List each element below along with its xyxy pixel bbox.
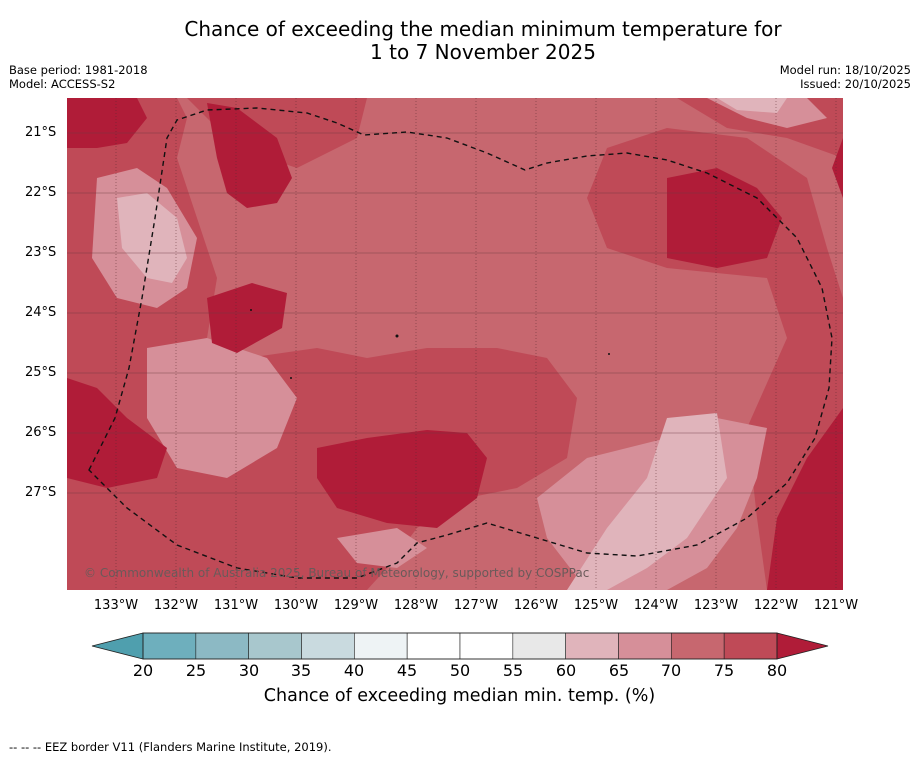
colorbar-label: Chance of exceeding median min. temp. (%…	[263, 686, 656, 706]
cb-tick-60: 60	[555, 661, 577, 680]
colorbar	[91, 632, 829, 660]
lon-label-128w: 128°W	[393, 598, 439, 613]
eez-legend: -- -- -- EEZ border V11 (Flanders Marine…	[9, 740, 332, 754]
colorbar-segment	[142, 632, 197, 660]
lon-label-127w: 127°W	[453, 598, 499, 613]
cb-tick-55: 55	[502, 661, 524, 680]
lat-label-27s: 27°S	[25, 485, 57, 500]
cb-tick-45: 45	[396, 661, 418, 680]
colorbar-high-arrow	[776, 632, 829, 660]
band-80-plus-north	[207, 103, 292, 208]
lon-label-124w: 124°W	[633, 598, 679, 613]
colorbar-segment	[354, 632, 408, 660]
cb-tick-30: 30	[238, 661, 260, 680]
base-period: Base period: 1981-2018	[9, 63, 148, 77]
lon-label-133w: 133°W	[93, 598, 139, 613]
colorbar-segment	[565, 632, 619, 660]
copyright-notice: © Commonwealth of Australia 2025, Bureau…	[84, 566, 590, 580]
lat-label-21s: 21°S	[25, 125, 57, 140]
cb-tick-40: 40	[343, 661, 365, 680]
colorbar-segment	[671, 632, 725, 660]
colorbar-segments	[142, 632, 778, 660]
band-60-65-west	[117, 193, 187, 283]
lat-label-22s: 22°S	[25, 185, 57, 200]
cb-tick-25: 25	[185, 661, 207, 680]
band-80-plus-center-west	[207, 283, 287, 353]
colorbar-segment	[406, 632, 461, 660]
colorbar-outline	[142, 632, 778, 660]
lon-label-126w: 126°W	[513, 598, 559, 613]
lat-label-25s: 25°S	[25, 365, 57, 380]
lon-label-123w: 123°W	[693, 598, 739, 613]
band-60-65-southeast	[567, 413, 727, 590]
colorbar-segment	[248, 632, 302, 660]
meta-right: Model run: 18/10/2025 Issued: 20/10/2025	[780, 63, 911, 91]
latitude-gridlines	[67, 132, 843, 494]
colorbar-segment	[459, 632, 514, 660]
colorbar-segment	[618, 632, 672, 660]
cb-tick-20: 20	[132, 661, 154, 680]
meta-left: Base period: 1981-2018 Model: ACCESS-S2	[9, 63, 148, 91]
title-line-2: 1 to 7 November 2025	[370, 40, 596, 64]
lon-label-122w: 122°W	[753, 598, 799, 613]
islands	[250, 309, 610, 379]
band-80-plus-south-center	[317, 430, 487, 528]
band-65-70-south	[337, 528, 427, 568]
lon-label-130w: 130°W	[273, 598, 319, 613]
forecast-map	[67, 98, 843, 590]
title-line-1: Chance of exceeding the median minimum t…	[184, 17, 782, 41]
longitude-gridlines	[115, 98, 837, 590]
model-run: Model run: 18/10/2025	[779, 63, 911, 77]
colorbar-low-arrow	[91, 632, 144, 660]
colorbar-segment	[195, 632, 249, 660]
lon-label-121w: 121°W	[813, 598, 859, 613]
cb-tick-65: 65	[608, 661, 630, 680]
band-80-plus-southeast	[767, 408, 843, 590]
band-80-plus-northwest	[67, 98, 147, 148]
cb-tick-70: 70	[660, 661, 682, 680]
colorbar-segment	[301, 632, 355, 660]
lat-label-26s: 26°S	[25, 425, 57, 440]
model-name: Model: ACCESS-S2	[9, 77, 116, 91]
lat-label-23s: 23°S	[25, 245, 57, 260]
cb-tick-35: 35	[290, 661, 312, 680]
band-60-65-northeast	[717, 98, 787, 113]
colorbar-segment	[512, 632, 566, 660]
cb-tick-80: 80	[766, 661, 788, 680]
cb-tick-50: 50	[449, 661, 471, 680]
colorbar-segment	[723, 632, 778, 660]
lon-label-131w: 131°W	[213, 598, 259, 613]
band-80-plus-east-edge	[832, 138, 843, 198]
lon-label-129w: 129°W	[333, 598, 379, 613]
band-75-80-east	[587, 128, 843, 590]
map-area[interactable]	[67, 98, 843, 590]
eez-border	[88, 107, 833, 579]
lon-label-132w: 132°W	[153, 598, 199, 613]
cb-tick-75: 75	[713, 661, 735, 680]
issued-date: Issued: 20/10/2025	[800, 77, 911, 91]
lat-label-24s: 24°S	[25, 305, 57, 320]
lon-label-125w: 125°W	[573, 598, 619, 613]
map-title: Chance of exceeding the median minimum t…	[0, 18, 919, 64]
